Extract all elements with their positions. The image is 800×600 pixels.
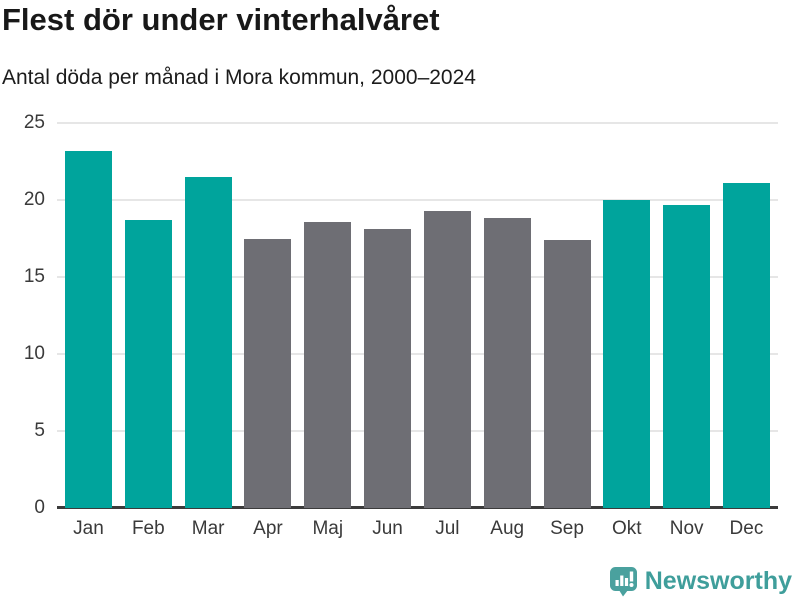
chart-subtitle: Antal döda per månad i Mora kommun, 2000…: [2, 66, 476, 89]
y-tick-15: 15: [23, 266, 45, 287]
gridline-20: [57, 199, 778, 201]
bar-sep: [543, 240, 591, 508]
x-label-feb: Feb: [131, 518, 165, 539]
x-label-aug: Aug: [490, 518, 525, 539]
x-label-sep: Sep: [550, 518, 584, 539]
plot-area: [57, 122, 778, 509]
gridline-10: [57, 353, 778, 355]
gridline-25: [57, 122, 778, 124]
brand-footer: Newsworthy: [609, 566, 792, 597]
bar-mar: [184, 176, 232, 508]
bar-okt: [603, 200, 651, 508]
bar-series: [65, 123, 770, 508]
x-label-apr: Apr: [253, 518, 283, 539]
bar-chart-speech-bubble-icon: [609, 567, 637, 597]
brand-name: Newsworthy: [644, 567, 792, 595]
x-label-jan: Jan: [73, 518, 104, 539]
x-label-jun: Jun: [372, 518, 403, 539]
x-axis-labels: Jan Feb Mar Apr Maj Jun Jul Aug Sep Okt Nov Dec: [65, 518, 770, 540]
gridline-15: [57, 276, 778, 278]
y-tick-20: 20: [23, 189, 45, 210]
x-label-jul: Jul: [435, 518, 460, 539]
bar-maj: [304, 221, 352, 508]
gridline-5: [57, 430, 778, 432]
x-label-nov: Nov: [669, 518, 704, 539]
x-label-dec: Dec: [729, 518, 764, 539]
y-tick-5: 5: [34, 420, 45, 441]
y-tick-10: 10: [23, 343, 45, 364]
y-tick-0: 0: [34, 497, 45, 518]
bar-jan: [65, 150, 112, 508]
bar-jun: [364, 229, 412, 508]
x-axis-line: [57, 506, 778, 509]
bar-feb: [124, 220, 172, 508]
x-label-maj: Maj: [312, 518, 344, 539]
x-label-mar: Mar: [191, 518, 225, 539]
bar-dec: [722, 183, 770, 508]
bar-apr: [244, 238, 292, 508]
bar-aug: [483, 218, 531, 508]
y-tick-25: 25: [23, 112, 45, 133]
x-label-okt: Okt: [612, 518, 642, 539]
bar-jul: [423, 210, 471, 508]
bar-nov: [663, 204, 711, 508]
chart-title: Flest dör under vinterhalvåret: [2, 2, 440, 37]
